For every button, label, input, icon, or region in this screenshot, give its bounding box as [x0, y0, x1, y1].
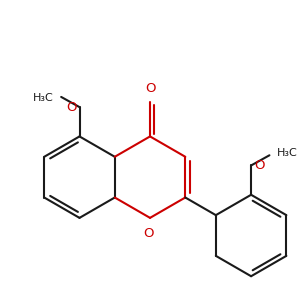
- Text: H₃C: H₃C: [33, 93, 53, 103]
- Text: O: O: [254, 159, 265, 172]
- Text: O: O: [145, 82, 155, 95]
- Text: O: O: [66, 100, 76, 114]
- Text: H₃C: H₃C: [277, 148, 298, 158]
- Text: O: O: [143, 226, 153, 240]
